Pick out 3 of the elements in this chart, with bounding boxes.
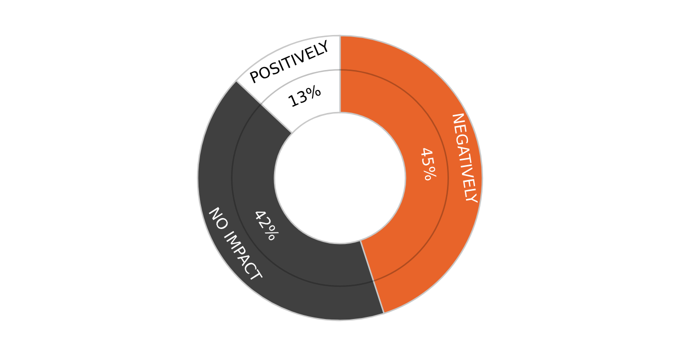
data-label: 13% [288,84,322,108]
data-label: 45% [420,147,437,181]
slice-label: NEGATIVELY [452,113,478,205]
